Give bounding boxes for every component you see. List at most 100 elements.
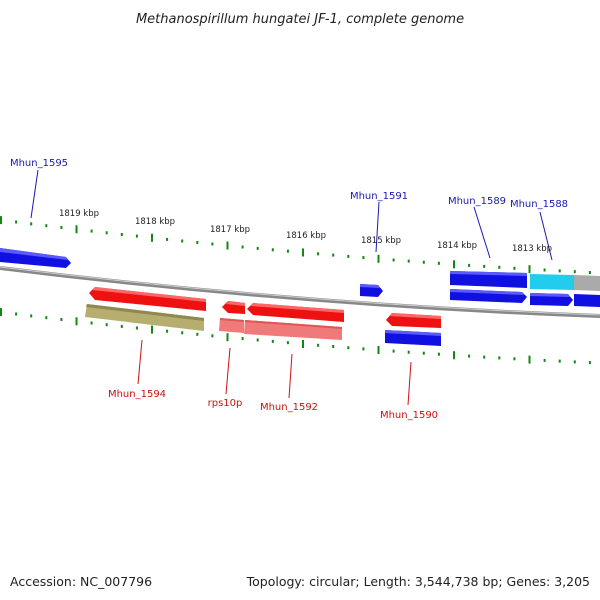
ruler-minor-tick [181, 239, 184, 243]
ruler-minor-tick [166, 329, 169, 333]
kbp-label: 1814 kbp [437, 241, 477, 251]
kbp-label: 1813 kbp [512, 244, 552, 254]
ruler-minor-tick [347, 254, 350, 258]
ruler-minor-tick [105, 323, 108, 327]
gene-label-Mhun_1592[interactable]: Mhun_1592 [260, 402, 318, 413]
ruler-minor-tick [120, 324, 123, 328]
leader-Mhun_1588 [539, 211, 553, 261]
leader-Mhun_1591 [375, 201, 380, 253]
ruler-minor-tick [286, 249, 289, 253]
ruler-major-tick [226, 241, 229, 250]
ruler-minor-tick [317, 252, 320, 256]
accession-text: Accession: NC_007796 [10, 574, 152, 589]
gene-label-rps10p[interactable]: rps10p [208, 398, 243, 409]
map-title: Methanospirillum hungatei JF-1, complete… [136, 12, 464, 27]
ruler-major-tick [528, 355, 531, 364]
ruler-minor-tick [407, 259, 410, 263]
ruler-major-tick [75, 317, 78, 326]
ruler-minor-tick [120, 233, 123, 236]
ruler-minor-tick [241, 245, 244, 249]
ruler-minor-tick [196, 241, 199, 244]
ruler-minor-tick [45, 224, 48, 228]
gene-label-Mhun_1589[interactable]: Mhun_1589 [448, 196, 506, 207]
ruler-minor-tick [468, 263, 471, 267]
ruler-minor-tick [317, 343, 320, 347]
gene-Mhun_1590[interactable] [385, 313, 441, 346]
gene-Mhun_1588[interactable] [530, 274, 574, 306]
gene-label-Mhun_1590[interactable]: Mhun_1590 [380, 410, 438, 421]
ruler-major-tick [302, 248, 304, 257]
ruler-minor-tick [558, 269, 561, 273]
ruler-minor-tick [241, 337, 244, 341]
ruler-minor-tick [498, 356, 501, 360]
ruler-minor-tick [483, 264, 486, 268]
ruler-minor-tick [407, 350, 410, 354]
kbp-label: 1817 kbp [210, 225, 250, 235]
ruler-minor-tick [392, 349, 395, 353]
ruler-minor-tick [513, 357, 516, 361]
ruler-minor-tick [60, 318, 63, 321]
ruler-minor-tick [573, 270, 576, 274]
ruler-major-tick [302, 340, 304, 348]
gene-rps10p[interactable] [219, 301, 245, 333]
ruler-major-tick [75, 225, 78, 234]
ruler-minor-tick [588, 271, 591, 274]
ruler-major-tick [453, 351, 455, 360]
ruler-minor-tick [15, 220, 18, 224]
gene-Mhun_1589[interactable] [450, 271, 527, 303]
ruler-minor-tick [196, 332, 199, 336]
ruler-minor-tick [332, 345, 335, 348]
gene-label-Mhun_1594[interactable]: Mhun_1594 [108, 389, 166, 400]
gene-Mhun_1594[interactable] [85, 287, 206, 331]
gene-Mhun_1591[interactable] [360, 284, 383, 297]
ruler-minor-tick [271, 339, 274, 343]
ruler-minor-tick [271, 248, 274, 252]
ruler-minor-tick [513, 266, 516, 270]
genome-backbone-highlight [0, 266, 600, 316]
leader-Mhun_1589 [473, 206, 491, 259]
ruler-minor-tick [211, 242, 214, 246]
ruler-minor-tick [286, 341, 289, 345]
ruler-minor-tick [543, 358, 546, 362]
ruler-minor-tick [30, 314, 33, 318]
ruler-major-tick [226, 333, 229, 342]
ruler-minor-tick [166, 237, 169, 241]
ruler-minor-tick [362, 347, 365, 351]
ruler-major-tick [453, 260, 455, 269]
ruler-minor-tick [211, 334, 214, 338]
ruler-minor-tick [588, 361, 591, 365]
inner-tick-ring [0, 308, 591, 365]
ruler-minor-tick [90, 229, 93, 233]
gene-label-Mhun_1595[interactable]: Mhun_1595 [10, 158, 68, 169]
ruler-minor-tick [256, 338, 259, 342]
ruler-minor-tick [437, 261, 440, 265]
ruler-minor-tick [347, 346, 350, 350]
ruler-minor-tick [498, 265, 501, 269]
gene-Mhun_1592[interactable] [244, 303, 344, 340]
ruler-minor-tick [15, 312, 18, 316]
ruler-minor-tick [573, 360, 576, 364]
ruler-major-tick [0, 308, 2, 317]
kbp-label: 1815 kbp [361, 236, 401, 246]
leader-Mhun_1595 [30, 169, 39, 219]
leader-rps10p [225, 347, 231, 395]
gene-label-Mhun_1588[interactable]: Mhun_1588 [510, 199, 568, 210]
kbp-label: 1819 kbp [59, 209, 99, 219]
ruler-minor-tick [362, 256, 365, 260]
ruler-minor-tick [437, 352, 440, 356]
ruler-minor-tick [135, 234, 138, 238]
gene-Mhun_1595[interactable] [0, 248, 71, 268]
ruler-minor-tick [90, 321, 93, 325]
leader-Mhun_1594 [137, 339, 143, 385]
ruler-minor-tick [332, 253, 335, 257]
gene-label-Mhun_1591[interactable]: Mhun_1591 [350, 191, 408, 202]
ruler-minor-tick [105, 231, 108, 235]
kbp-label: 1818 kbp [135, 217, 175, 227]
ruler-minor-tick [468, 354, 471, 358]
ruler-minor-tick [256, 246, 259, 250]
outer-tick-ring [0, 216, 591, 274]
ruler-major-tick [151, 233, 153, 242]
label-leaders [30, 169, 553, 406]
ruler-major-tick [528, 265, 531, 274]
